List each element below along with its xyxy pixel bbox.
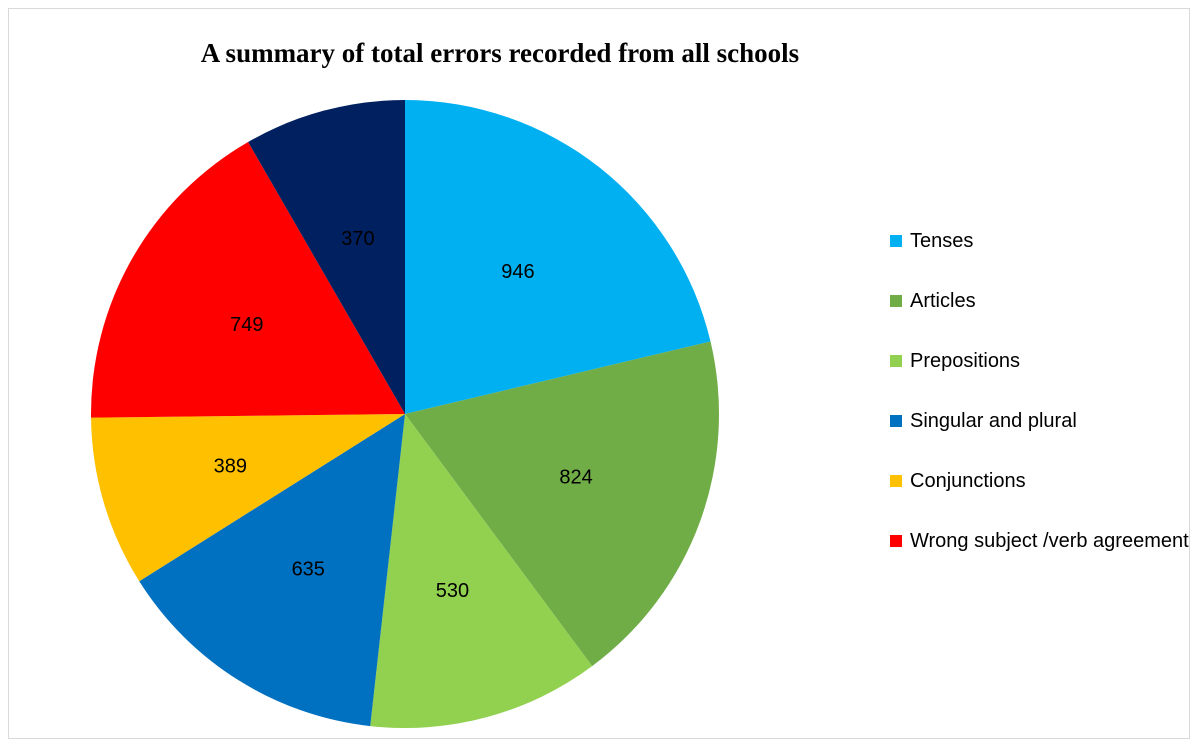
pie-slice-singular-and-plural (139, 414, 405, 727)
legend-swatch-articles (890, 295, 902, 307)
legend-swatch-singular-and-plural (890, 415, 902, 427)
legend-item-wrong-subject-verb-agreement: Wrong subject /verb agreement (890, 528, 1190, 554)
pie-slice-tenses (405, 100, 711, 414)
data-label-3: 635 (292, 558, 325, 580)
legend-item-tenses: Tenses (890, 228, 1190, 254)
pie-slice-conjunctions (91, 414, 406, 582)
legend-item-articles: Articles (890, 288, 1190, 314)
pie-slice-unlabeled-6 (248, 100, 405, 414)
legend-label-wrong-subject-verb-agreement: Wrong subject /verb agreement (910, 530, 1189, 552)
pie-slice-articles (405, 341, 719, 667)
legend-label-prepositions: Prepositions (910, 350, 1021, 372)
legend-swatch-conjunctions (890, 475, 902, 487)
legend-label-conjunctions: Conjunctions (910, 470, 1026, 492)
data-label-5: 749 (230, 314, 263, 336)
legend-swatch-tenses (890, 235, 902, 247)
legend-item-prepositions: Prepositions (890, 348, 1190, 374)
data-label-2: 530 (436, 580, 469, 602)
legend-swatch-wrong-subject-verb-agreement (890, 535, 902, 547)
pie-slice-wrong-subject-verb-agreement (91, 142, 405, 418)
legend-label-tenses: Tenses (910, 230, 974, 252)
legend: Tenses Articles Prepositions Singular an… (890, 228, 1190, 588)
data-label-0: 946 (501, 261, 534, 283)
data-label-6: 370 (341, 228, 374, 250)
pie-slice-prepositions (370, 414, 593, 728)
legend-item-conjunctions: Conjunctions (890, 468, 1190, 494)
data-label-4: 389 (214, 456, 247, 478)
data-label-1: 824 (559, 466, 592, 488)
legend-item-singular-and-plural: Singular and plural (890, 408, 1190, 434)
legend-swatch-prepositions (890, 355, 902, 367)
legend-label-articles: Articles (910, 290, 976, 312)
chart-title: A summary of total errors recorded from … (200, 38, 800, 68)
legend-label-singular-and-plural: Singular and plural (910, 410, 1077, 432)
